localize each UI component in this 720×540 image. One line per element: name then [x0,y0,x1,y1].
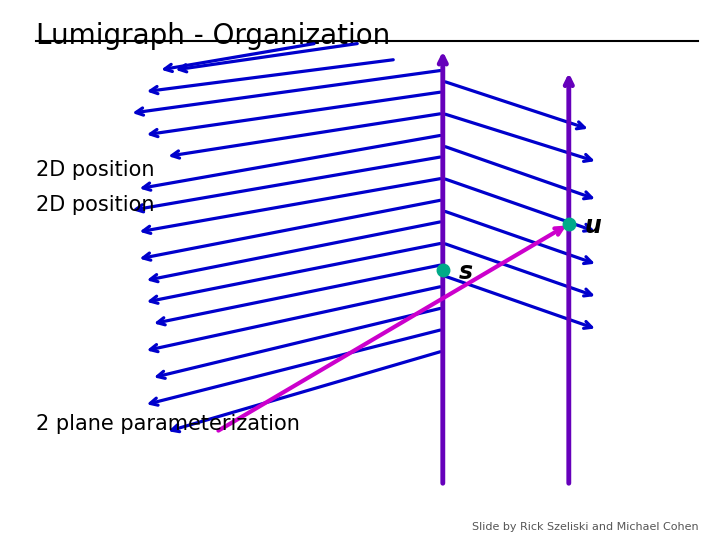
Text: u: u [585,214,601,238]
Text: 2D position: 2D position [36,160,155,180]
Text: 2D position: 2D position [36,195,155,215]
Text: Slide by Rick Szeliski and Michael Cohen: Slide by Rick Szeliski and Michael Cohen [472,522,698,532]
Text: Lumigraph - Organization: Lumigraph - Organization [36,22,390,50]
Text: s: s [459,260,473,284]
Text: 2 plane parameterization: 2 plane parameterization [36,414,300,434]
